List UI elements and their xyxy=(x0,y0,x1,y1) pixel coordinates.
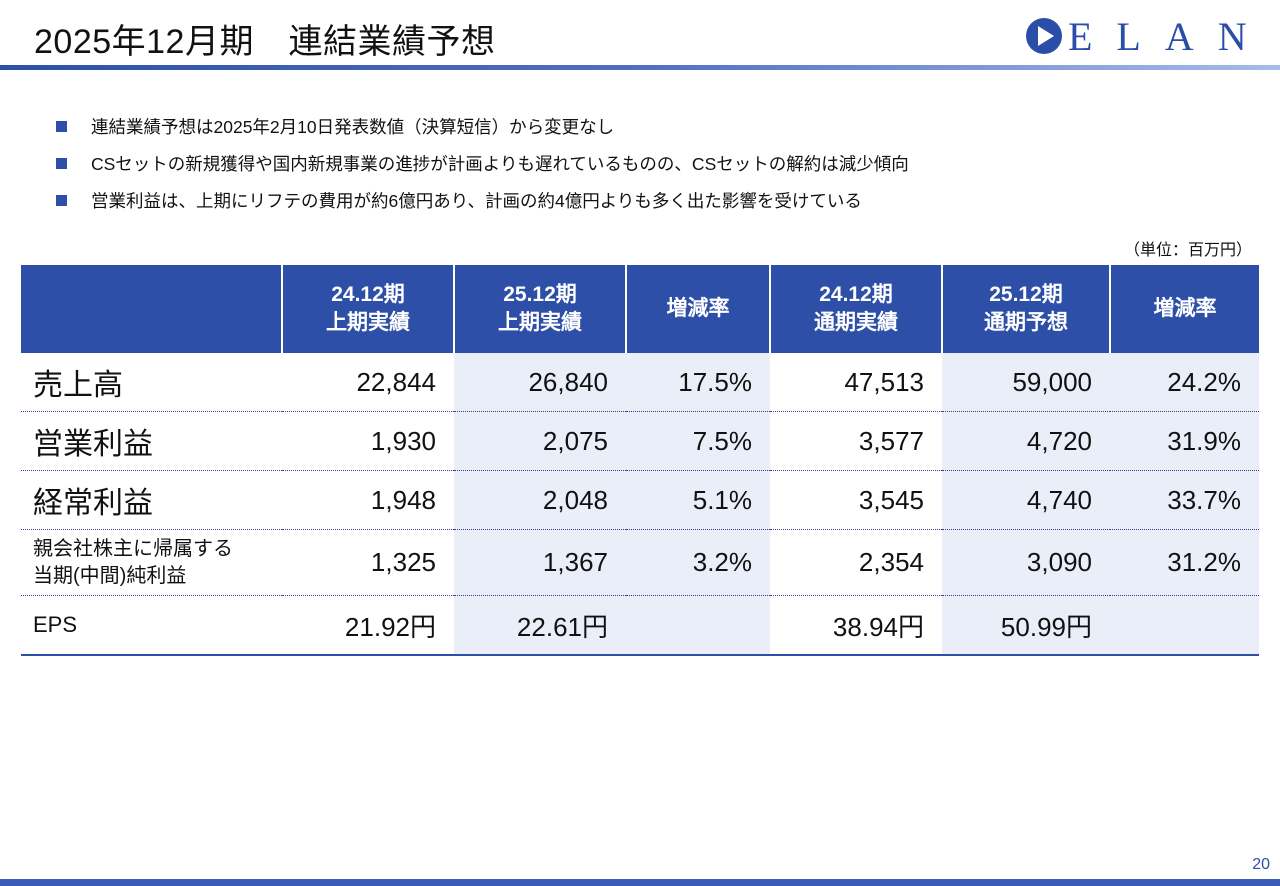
value-cell: 26,840 xyxy=(454,353,626,412)
value-cell: 2,048 xyxy=(454,470,626,530)
header-fy-change-rate: 増減率 xyxy=(1110,265,1259,353)
value-cell: 22,844 xyxy=(282,353,454,412)
page-title: 2025年12月期 連結業績予想 xyxy=(34,23,496,61)
value-cell: 47,513 xyxy=(770,353,942,412)
table-row-ordinary-profit: 経常利益 1,948 2,048 5.1% 3,545 4,740 33.7% xyxy=(21,470,1259,530)
value-cell: 1,367 xyxy=(454,529,626,596)
header-h1-2025-actual: 25.12期 上期実績 xyxy=(454,265,627,353)
value-cell: 2,075 xyxy=(454,411,626,471)
bullet-item: CSセットの新規獲得や国内新規事業の進捗が計画よりも遅れているものの、CSセット… xyxy=(56,145,909,182)
footer-bar xyxy=(0,879,1280,886)
bullet-item: 連結業績予想は2025年2月10日発表数値（決算短信）から変更なし xyxy=(56,108,909,145)
table-row-operating-profit: 営業利益 1,930 2,075 7.5% 3,577 4,720 31.9% xyxy=(21,411,1259,471)
value-cell: 3.2% xyxy=(626,529,770,596)
bullet-item: 営業利益は、上期にリフテの費用が約6億円あり、計画の約4億円よりも多く出た影響を… xyxy=(56,182,909,219)
bullet-text: 営業利益は、上期にリフテの費用が約6億円あり、計画の約4億円よりも多く出た影響を… xyxy=(91,191,862,211)
header-fy-2025-forecast: 25.12期 通期予想 xyxy=(942,265,1111,353)
square-bullet-icon xyxy=(56,158,67,169)
bullet-text: CSセットの新規獲得や国内新規事業の進捗が計画よりも遅れているものの、CSセット… xyxy=(91,154,909,174)
table-header-row: 24.12期 上期実績 25.12期 上期実績 増減率 24.12期 通期実績 25.… xyxy=(21,265,1259,353)
square-bullet-icon xyxy=(56,121,67,132)
row-label: EPS xyxy=(21,595,282,656)
value-cell: 1,948 xyxy=(282,470,454,530)
value-cell: 4,720 xyxy=(942,411,1110,471)
forecast-table: 24.12期 上期実績 25.12期 上期実績 増減率 24.12期 通期実績 25.… xyxy=(21,265,1259,656)
value-cell: 4,740 xyxy=(942,470,1110,530)
elan-logo: ELAN xyxy=(1024,13,1271,59)
unit-note: （単位：百万円） xyxy=(1123,242,1252,259)
row-label: 営業利益 xyxy=(21,411,282,471)
value-cell: 22.61円 xyxy=(454,595,626,656)
value-cell: 3,090 xyxy=(942,529,1110,596)
row-label: 売上高 xyxy=(21,353,282,412)
logo-text: ELAN xyxy=(1068,13,1271,59)
value-cell: 38.94円 xyxy=(770,595,942,656)
value-cell: 31.2% xyxy=(1110,529,1259,596)
header-h1-2024-actual: 24.12期 上期実績 xyxy=(282,265,455,353)
value-cell: 24.2% xyxy=(1110,353,1259,412)
value-cell: 33.7% xyxy=(1110,470,1259,530)
value-cell: 1,325 xyxy=(282,529,454,596)
header-h1-change-rate: 増減率 xyxy=(626,265,771,353)
value-cell: 5.1% xyxy=(626,470,770,530)
table-row-net-sales: 売上高 22,844 26,840 17.5% 47,513 59,000 24… xyxy=(21,353,1259,412)
value-cell: 3,545 xyxy=(770,470,942,530)
play-circle-icon xyxy=(1026,18,1062,54)
title-divider xyxy=(0,65,1280,70)
row-label: 経常利益 xyxy=(21,470,282,530)
page-number: 20 xyxy=(1252,856,1270,873)
value-cell xyxy=(1110,595,1259,656)
value-cell: 50.99円 xyxy=(942,595,1110,656)
value-cell xyxy=(626,595,770,656)
value-cell: 31.9% xyxy=(1110,411,1259,471)
value-cell: 3,577 xyxy=(770,411,942,471)
value-cell: 59,000 xyxy=(942,353,1110,412)
bullet-text: 連結業績予想は2025年2月10日発表数値（決算短信）から変更なし xyxy=(91,117,615,137)
value-cell: 1,930 xyxy=(282,411,454,471)
value-cell: 7.5% xyxy=(626,411,770,471)
bullet-list: 連結業績予想は2025年2月10日発表数値（決算短信）から変更なし CSセットの… xyxy=(56,108,909,219)
header-fy-2024-actual: 24.12期 通期実績 xyxy=(770,265,943,353)
value-cell: 2,354 xyxy=(770,529,942,596)
value-cell: 21.92円 xyxy=(282,595,454,656)
square-bullet-icon xyxy=(56,195,67,206)
header-empty-cell xyxy=(21,265,283,353)
row-label: 親会社株主に帰属する 当期(中間)純利益 xyxy=(21,529,282,596)
value-cell: 17.5% xyxy=(626,353,770,412)
table-row-net-income: 親会社株主に帰属する 当期(中間)純利益 1,325 1,367 3.2% 2,3… xyxy=(21,529,1259,596)
table-row-eps: EPS 21.92円 22.61円 38.94円 50.99円 xyxy=(21,595,1259,656)
